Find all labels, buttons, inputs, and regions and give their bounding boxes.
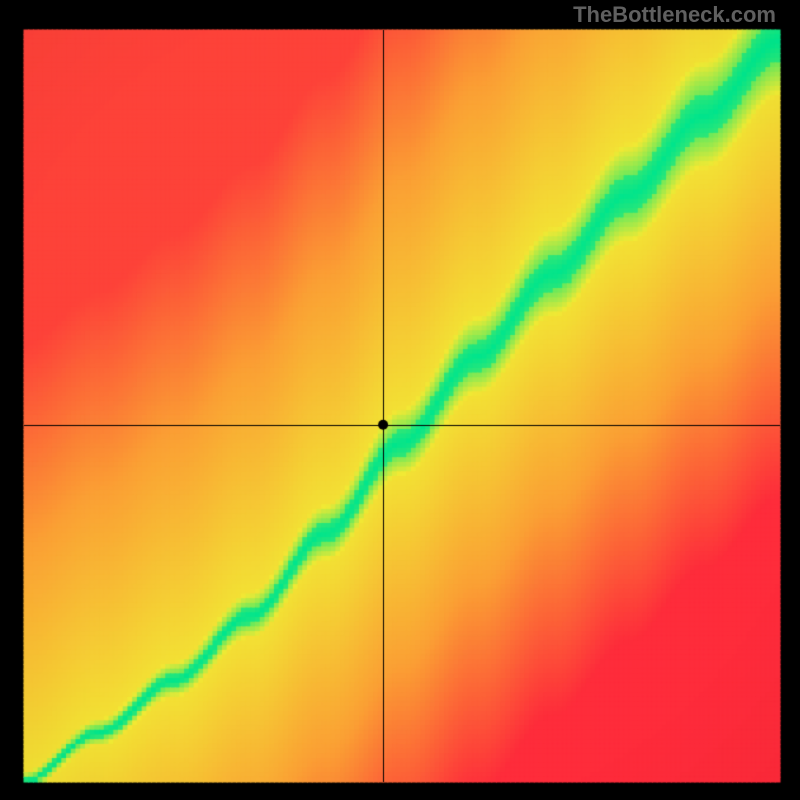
watermark-label: TheBottleneck.com [573, 2, 776, 28]
chart-container: TheBottleneck.com [0, 0, 800, 800]
bottleneck-heatmap [0, 0, 800, 800]
